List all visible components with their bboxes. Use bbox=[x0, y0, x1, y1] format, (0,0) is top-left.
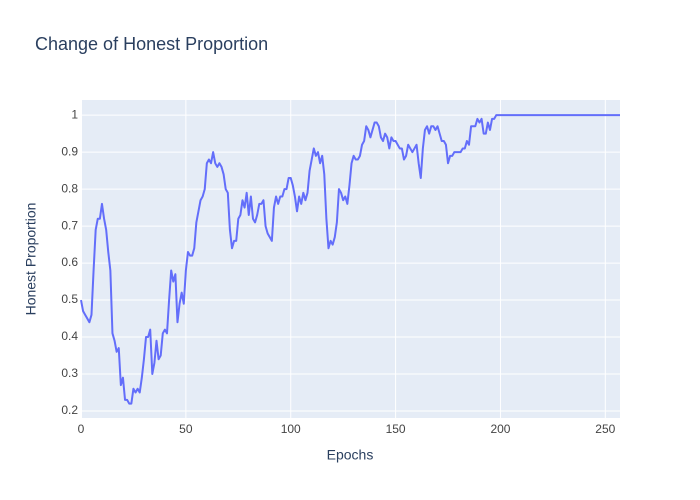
x-tick-label: 200 bbox=[490, 422, 510, 436]
x-axis-title: Epochs bbox=[327, 447, 374, 463]
y-tick-label: 0.3 bbox=[61, 366, 78, 380]
x-tick-label: 0 bbox=[78, 422, 85, 436]
y-tick-label: 0.7 bbox=[61, 218, 78, 232]
x-tick-label: 100 bbox=[281, 422, 301, 436]
x-tick-label: 150 bbox=[386, 422, 406, 436]
y-axis-title: Honest Proportion bbox=[23, 203, 39, 316]
x-tick-label: 50 bbox=[179, 422, 193, 436]
y-tick-label: 0.9 bbox=[61, 144, 78, 158]
chart-title: Change of Honest Proportion bbox=[35, 34, 268, 54]
y-tick-label: 0.5 bbox=[61, 292, 78, 306]
y-tick-label: 0.2 bbox=[61, 403, 78, 417]
marks bbox=[80, 114, 620, 405]
x-tick-label: 250 bbox=[595, 422, 615, 436]
grid bbox=[80, 100, 620, 418]
line bbox=[80, 114, 620, 405]
y-tick-label: 0.4 bbox=[61, 329, 78, 343]
plot-area bbox=[81, 100, 620, 418]
y-tick-label: 0.6 bbox=[61, 255, 78, 269]
y-tick-label: 0.8 bbox=[61, 181, 78, 195]
y-tick-label: 1 bbox=[71, 107, 78, 121]
